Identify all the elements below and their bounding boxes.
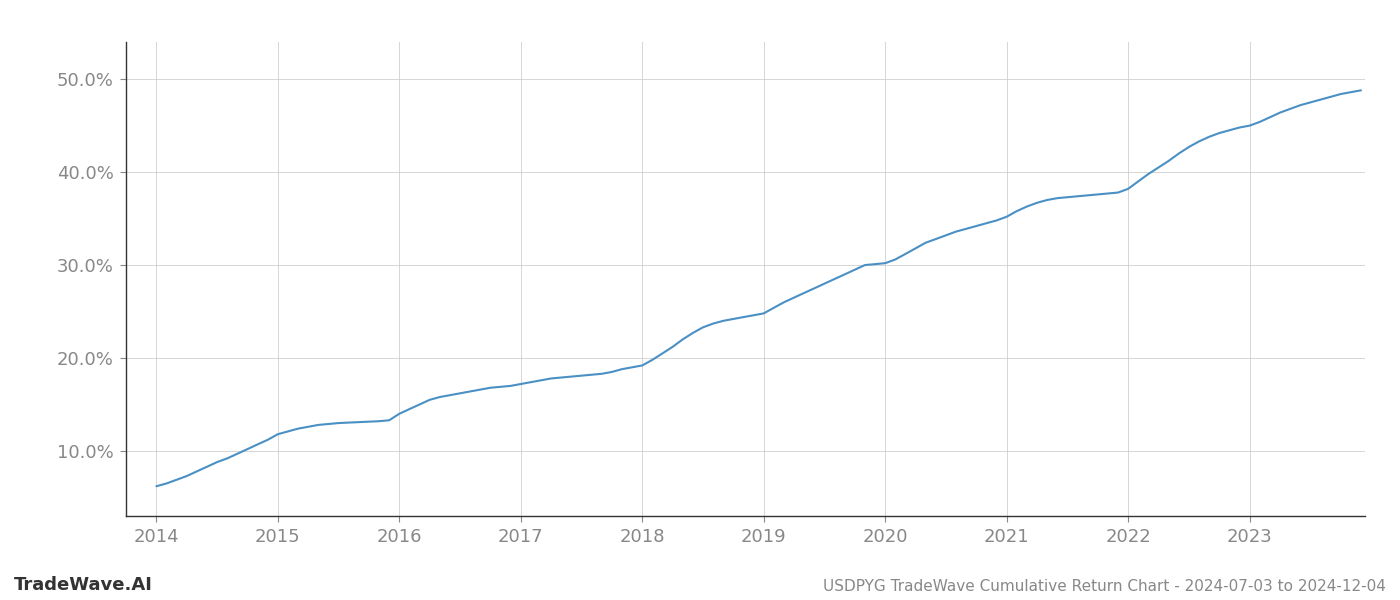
- Text: TradeWave.AI: TradeWave.AI: [14, 576, 153, 594]
- Text: USDPYG TradeWave Cumulative Return Chart - 2024-07-03 to 2024-12-04: USDPYG TradeWave Cumulative Return Chart…: [823, 579, 1386, 594]
